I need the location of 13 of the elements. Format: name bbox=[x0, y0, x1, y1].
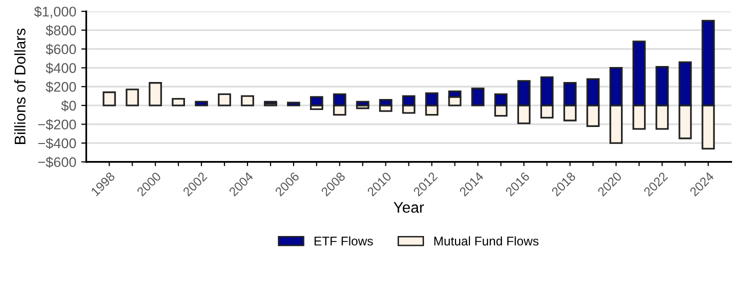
x-axis-title: Year bbox=[394, 202, 424, 213]
y-axis-title: Billions of Dollars bbox=[14, 28, 26, 144]
y-tick-label: −$200 bbox=[38, 119, 76, 130]
y-tick-label: $800 bbox=[46, 24, 76, 36]
y-tick-label: $0 bbox=[61, 100, 76, 112]
y-tick-label: $1,000 bbox=[34, 6, 76, 18]
y-tick-label: $400 bbox=[46, 62, 76, 74]
y-tick-label: $600 bbox=[46, 44, 76, 55]
y-tick-label: $200 bbox=[46, 81, 76, 93]
y-tick-label: −$400 bbox=[38, 138, 76, 150]
y-tick-label: −$600 bbox=[38, 156, 76, 168]
legend-label: ETF Flows bbox=[314, 236, 373, 246]
legend-label: Mutual Fund Flows bbox=[434, 236, 538, 246]
